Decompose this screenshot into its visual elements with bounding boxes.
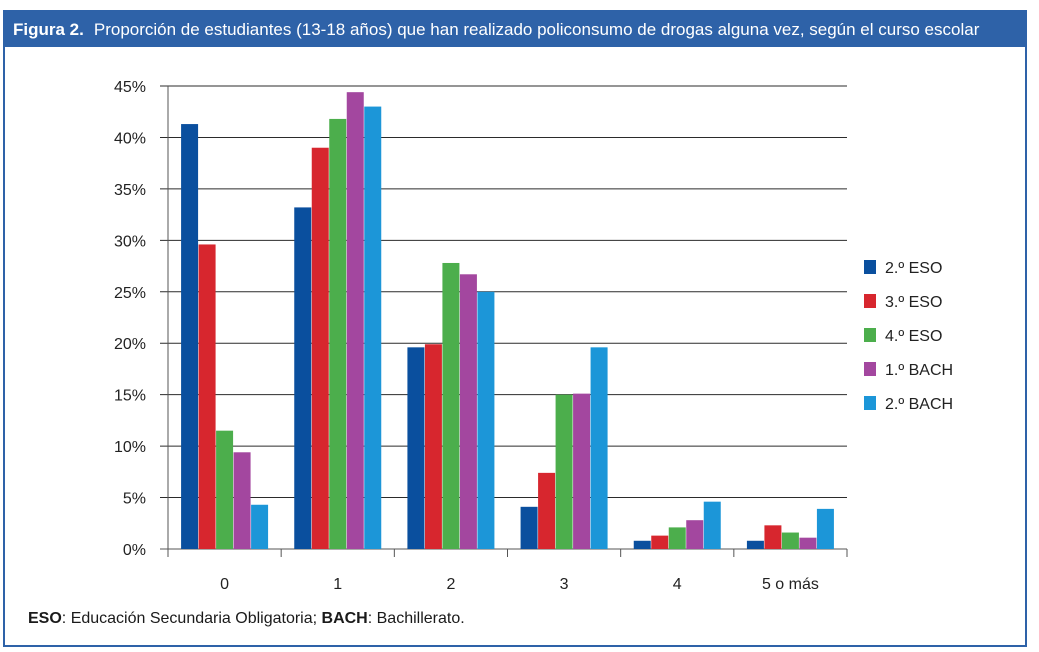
legend-label: 1.º BACH bbox=[885, 362, 953, 379]
bar bbox=[329, 118, 347, 550]
footnote-abbr-eso: ESO bbox=[28, 610, 62, 627]
figure-title: Proporción de estudiantes (13-18 años) q… bbox=[93, 20, 980, 39]
y-tick-label: 20% bbox=[114, 336, 146, 353]
y-axis: 0% 5% 10% 15% 20% 25% 30% 35% 40% 45% bbox=[114, 79, 169, 559]
x-tick-label: 3 bbox=[560, 576, 569, 593]
footnote: ESO: Educación Secundaria Obligatoria; B… bbox=[28, 610, 465, 628]
bar bbox=[633, 540, 651, 549]
bar bbox=[799, 537, 817, 549]
figure-title-bar: Figura 2. Proporción de estudiantes (13-1… bbox=[5, 12, 1025, 47]
bar bbox=[703, 501, 721, 549]
bar bbox=[459, 274, 477, 549]
bar bbox=[233, 452, 251, 549]
legend-swatch bbox=[864, 328, 876, 342]
legend-swatch bbox=[864, 362, 876, 376]
bar bbox=[251, 504, 269, 549]
bar bbox=[746, 540, 764, 549]
legend-label: 2.º ESO bbox=[885, 260, 942, 277]
bar bbox=[816, 508, 834, 549]
bar bbox=[520, 506, 538, 549]
legend-label: 3.º ESO bbox=[885, 294, 942, 311]
bars bbox=[181, 92, 834, 550]
figure-frame: Figura 2. Proporción de estudiantes (13-1… bbox=[3, 10, 1027, 647]
legend-swatch bbox=[864, 260, 876, 274]
bar bbox=[424, 344, 442, 549]
bar bbox=[364, 106, 382, 550]
footnote-text-bach: : Bachillerato. bbox=[367, 610, 465, 627]
gridlines bbox=[160, 85, 847, 550]
x-tick-label: 5 o más bbox=[762, 576, 819, 593]
footnote-text-eso: : Educación Secundaria Obligatoria; bbox=[61, 610, 322, 627]
bar bbox=[573, 393, 591, 549]
bar bbox=[181, 124, 199, 550]
bar bbox=[590, 347, 608, 549]
legend-label: 4.º ESO bbox=[885, 328, 942, 345]
bar bbox=[781, 532, 799, 549]
y-tick-label: 25% bbox=[114, 285, 146, 302]
legend-swatch bbox=[864, 396, 876, 410]
bar bbox=[651, 535, 669, 549]
bar bbox=[686, 520, 704, 549]
footnote-abbr-bach: BACH bbox=[321, 610, 368, 627]
y-tick-label: 40% bbox=[114, 130, 146, 147]
y-tick-label: 0% bbox=[123, 542, 146, 559]
y-tick-label: 15% bbox=[114, 388, 146, 405]
bar bbox=[764, 525, 782, 549]
legend-swatch bbox=[864, 294, 876, 308]
x-tick-label: 0 bbox=[220, 576, 229, 593]
bar bbox=[216, 430, 234, 549]
figure-label: Figura 2. bbox=[13, 20, 84, 39]
legend: 2.º ESO 3.º ESO 4.º ESO 1.º BACH 2.º BACH bbox=[864, 260, 953, 413]
bar bbox=[407, 347, 425, 549]
bar bbox=[346, 92, 364, 549]
x-tick-label: 1 bbox=[333, 576, 342, 593]
bar bbox=[294, 207, 312, 550]
legend-label: 2.º BACH bbox=[885, 396, 953, 413]
bar bbox=[538, 472, 556, 549]
bar bbox=[442, 262, 460, 549]
bar bbox=[477, 291, 495, 549]
y-tick-label: 10% bbox=[114, 439, 146, 456]
bar bbox=[668, 527, 686, 549]
y-tick-label: 35% bbox=[114, 182, 146, 199]
bar bbox=[198, 244, 216, 549]
x-axis: 0 1 2 3 4 5 o más bbox=[167, 549, 848, 593]
y-tick-label: 30% bbox=[114, 233, 146, 250]
y-tick-label: 45% bbox=[114, 79, 146, 96]
y-tick-label: 5% bbox=[123, 491, 146, 508]
x-tick-label: 4 bbox=[673, 576, 682, 593]
bar bbox=[311, 147, 329, 549]
bar bbox=[555, 394, 573, 549]
x-tick-label: 2 bbox=[446, 576, 455, 593]
